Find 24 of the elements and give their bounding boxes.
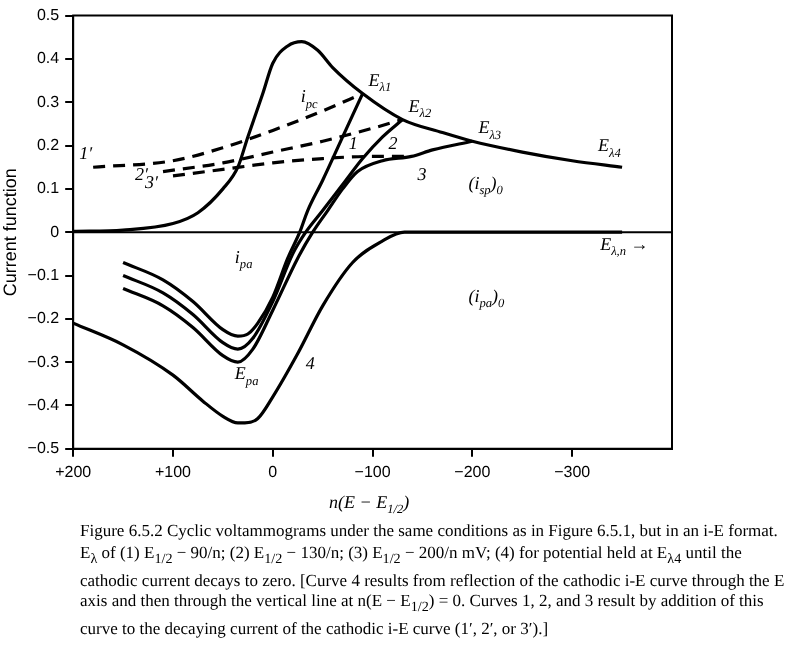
y-tick-label: 0: [50, 222, 61, 241]
annotation: 1′: [79, 143, 95, 164]
x-tick-label: +200: [55, 462, 93, 481]
x-tick-label: −300: [554, 462, 592, 481]
y-tick-label: −0.2: [27, 309, 61, 328]
y-tick-label: 0.2: [36, 135, 61, 154]
annotation: 4: [305, 353, 316, 374]
annotation: 2: [388, 132, 399, 153]
y-tick-label: 0.1: [36, 179, 61, 198]
x-tick-label: 0: [268, 462, 279, 481]
y-tick-label: 0.5: [36, 6, 61, 25]
x-tick-label: −100: [354, 462, 392, 481]
annotation: 1: [348, 132, 358, 153]
y-tick-label: 0.3: [36, 92, 61, 111]
y-tick-label: −0.5: [27, 439, 61, 458]
y-tick-label: −0.3: [27, 352, 61, 371]
x-tick-label: −200: [454, 462, 492, 481]
y-tick-label: 0.4: [36, 49, 61, 68]
y-tick-label: −0.4: [27, 395, 61, 414]
text: Figure 6.5.2 Cyclic voltammograms under the same conditions as in Figure 6.5.1, but in an i-E format. E$_{λ}$ of (1) E$_{1/2}$ − 90/n; (2) E$_{1/2}$ − 130/n; (3) E$_{1/2}$ − 200/n mV; (4) for potential held at E$_{λ4}$ until the cathodic current decays to zero. [Curve 4 results from reflection of the cathodic i-E curve through the E axis and then through the vertical line at n(E − E$_{1/2}$) = 0. Curves 1, 2, and 3 result by addition of this curve to the decaying current of the cathodic i-E curve (1′, 2′, or 3′).]: [80, 520, 785, 639]
y-axis-title: Current function: [0, 168, 20, 297]
x-tick-label: +100: [154, 462, 193, 481]
y-tick-label: −0.1: [27, 265, 61, 284]
annotation: 3: [415, 164, 428, 185]
